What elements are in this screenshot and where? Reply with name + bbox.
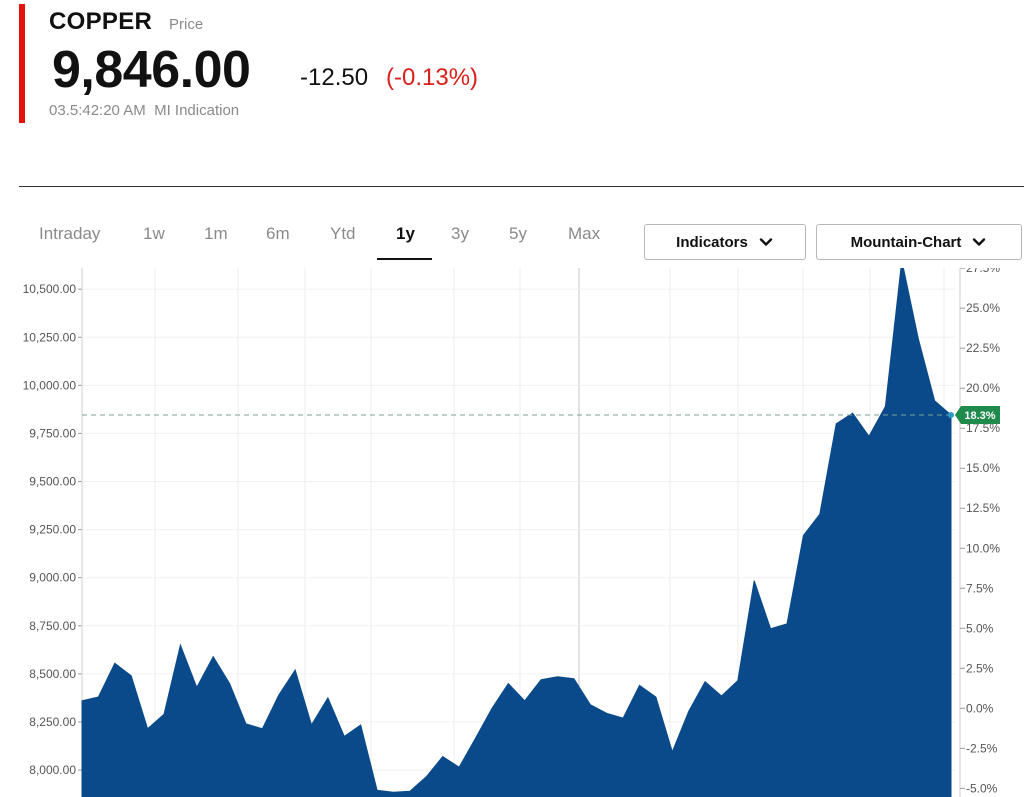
timestamp-source: MI Indication [154,102,240,119]
price-change-percent: (-0.13%) [386,64,479,91]
y2-tick-label: 25.0% [966,301,1000,315]
quote-timestamp: 03.5:42:20 AM MI Indication [49,102,239,119]
y-tick-label: 10,500.00 [23,282,77,296]
tab-intraday[interactable]: Intraday [39,224,101,243]
active-tab-underline [377,258,432,260]
y2-tick-label: 2.5% [966,661,994,675]
y2-tick-label: 27.5% [966,268,1000,275]
chart-type-label: Mountain-Chart [850,233,962,251]
tab-6m[interactable]: 6m [266,224,290,243]
y-tick-label: 10,000.00 [23,378,77,392]
tab-1w[interactable]: 1w [143,224,165,243]
indicators-label: Indicators [676,233,748,251]
y-tick-label: 8,750.00 [29,619,76,633]
price-area-series [81,268,952,797]
y-tick-label: 8,000.00 [29,763,76,777]
y-tick-label: 9,000.00 [29,571,76,585]
price-change: -12.50 [300,64,369,91]
tab-3y[interactable]: 3y [451,224,469,243]
y2-tick-label: 5.0% [966,621,994,635]
current-price: 9,846.00 [52,41,251,99]
y2-tick-label: 15.0% [966,461,1000,475]
y2-tick-label: 10.0% [966,541,1000,555]
chevron-down-icon [759,238,773,246]
tab-1y[interactable]: 1y [396,224,415,243]
current-price-dot [948,411,954,418]
current-percent-label: 18.3% [964,410,995,422]
chart-type-dropdown[interactable]: Mountain-Chart [816,224,1022,260]
y-tick-label: 9,500.00 [29,475,76,489]
y2-tick-label: 0.0% [966,701,994,715]
y-tick-label: 8,250.00 [29,715,76,729]
y2-tick-label: 17.5% [966,421,1000,435]
accent-bar [19,4,25,123]
tab-5y[interactable]: 5y [509,224,527,243]
y-tick-label: 8,500.00 [29,667,76,681]
y2-tick-label: 22.5% [966,341,1000,355]
y-tick-label: 10,250.00 [23,330,77,344]
y2-tick-label: -5.0% [966,781,998,795]
y2-tick-label: -2.5% [966,741,998,755]
tab-1m[interactable]: 1m [204,224,228,243]
header-divider [19,186,1024,187]
y-tick-label: 9,750.00 [29,426,76,440]
tab-ytd[interactable]: Ytd [330,224,356,243]
symbol-name: COPPER [49,8,153,35]
y2-tick-label: 7.5% [966,581,994,595]
indicators-dropdown[interactable]: Indicators [644,224,806,260]
y-tick-label: 9,250.00 [29,523,76,537]
y2-tick-label: 20.0% [966,381,1000,395]
timestamp-time: 03.5:42:20 AM [49,102,146,119]
chevron-down-icon [973,238,986,246]
price-chart: 8,000.00 8,250.00 8,500.00 8,750.00 9,000.00… [23,268,1000,797]
current-percent-badge [955,405,1000,424]
symbol-subtitle: Price [169,16,204,33]
tab-max[interactable]: Max [568,224,601,243]
y2-tick-label: 12.5% [966,501,1000,515]
